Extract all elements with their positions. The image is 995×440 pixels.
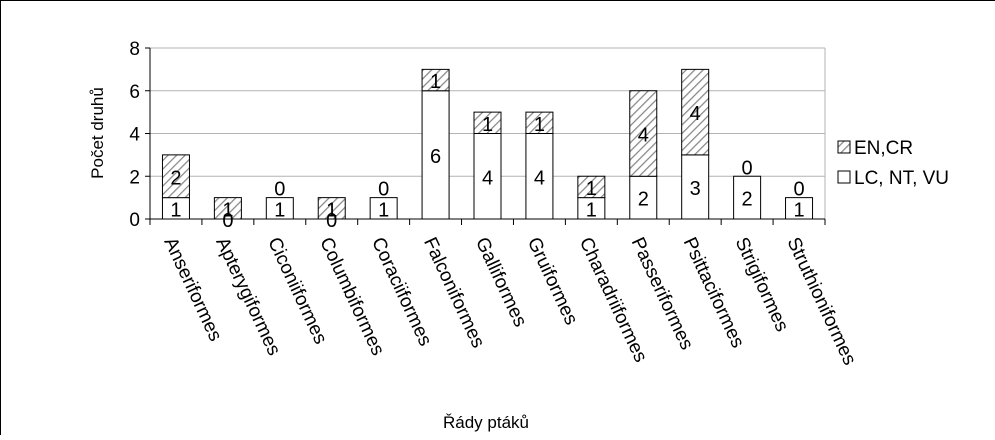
y-tick-label: 6 xyxy=(129,82,140,103)
data-label: 4 xyxy=(534,167,545,189)
data-label: 1 xyxy=(170,199,181,221)
data-label: 1 xyxy=(430,71,441,93)
data-label: 1 xyxy=(586,178,597,200)
data-label: 1 xyxy=(586,199,597,221)
data-label: 0 xyxy=(742,157,753,179)
data-label: 3 xyxy=(690,178,701,200)
data-label: 1 xyxy=(482,114,493,136)
y-axis-title: Počet druhů xyxy=(88,87,107,179)
data-label: 2 xyxy=(170,167,181,189)
legend-swatch xyxy=(838,141,850,153)
data-label: 1 xyxy=(326,199,337,221)
y-tick-label: 0 xyxy=(129,210,140,231)
data-label: 0 xyxy=(274,179,285,201)
legend-swatch xyxy=(838,171,850,183)
y-tick-label: 2 xyxy=(129,167,140,188)
data-label: 1 xyxy=(274,199,285,221)
data-label: 0 xyxy=(378,179,389,201)
y-tick-label: 8 xyxy=(129,39,140,60)
data-label: 4 xyxy=(482,167,493,189)
data-label: 4 xyxy=(690,103,701,125)
x-axis-title: Řády ptáků xyxy=(443,413,529,432)
legend-label: LC, NT, VU xyxy=(854,168,949,189)
data-label: 6 xyxy=(430,146,441,168)
data-label: 1 xyxy=(222,199,233,221)
data-label: 1 xyxy=(793,199,804,221)
y-tick-label: 4 xyxy=(129,125,140,146)
data-label: 1 xyxy=(534,114,545,136)
data-label: 1 xyxy=(378,199,389,221)
legend-label: EN,CR xyxy=(854,138,913,159)
data-label: 2 xyxy=(742,189,753,211)
data-label: 0 xyxy=(793,179,804,201)
data-label: 2 xyxy=(638,189,649,211)
data-label: 4 xyxy=(638,125,649,147)
